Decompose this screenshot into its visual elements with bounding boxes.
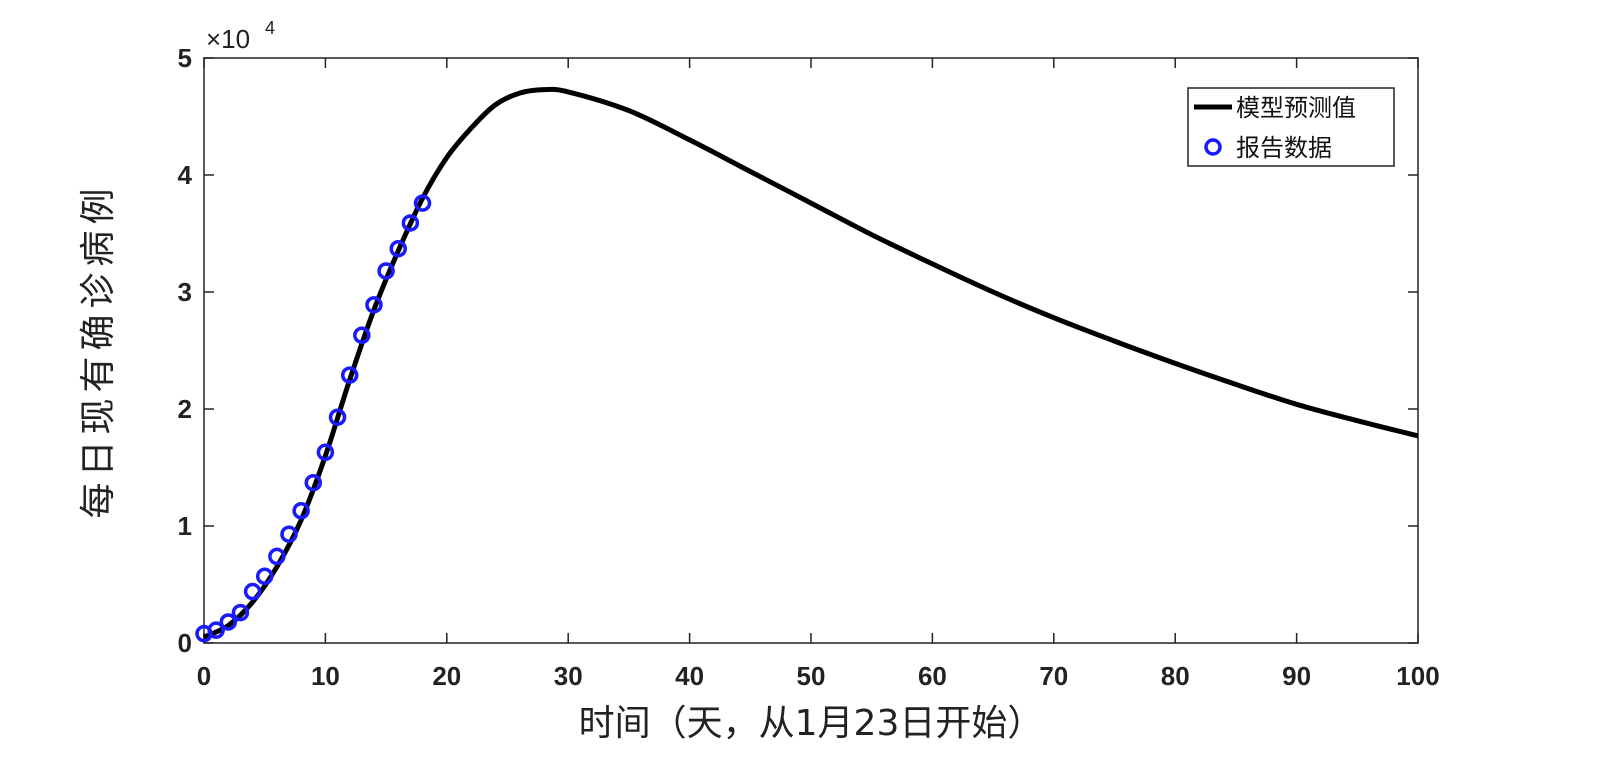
reported-data-point [353, 326, 371, 345]
series-model-line [202, 86, 1419, 640]
reported-data-point [413, 194, 432, 212]
x-tick-label: 20 [432, 661, 461, 691]
y-exponent-base: ×10 [206, 24, 250, 54]
y-tick-label: 1 [178, 511, 192, 541]
reported-data-point [304, 473, 323, 492]
x-tick-label: 0 [197, 661, 211, 691]
y-tick-label: 0 [178, 628, 192, 658]
legend-box [1187, 87, 1395, 167]
x-tick-label: 70 [1039, 661, 1068, 691]
reported-data-point [328, 408, 347, 426]
x-tick-label: 50 [797, 661, 826, 691]
x-tick-label: 30 [554, 661, 583, 691]
legend-label-reported: 报告数据 [1236, 134, 1332, 162]
reported-data-point [365, 296, 383, 314]
reported-data-point [316, 443, 335, 462]
reported-data-point [219, 613, 238, 631]
reported-data-point [268, 547, 286, 566]
reported-data-point [243, 582, 262, 601]
x-tick-label: 80 [1161, 661, 1190, 691]
legend-label-model: 模型预测值 [1236, 94, 1356, 122]
x-tick-label: 10 [311, 661, 340, 691]
axis-ticks: 0 10 20 30 40 50 60 70 80 90 100 0 1 2 3 4 5 [178, 43, 1440, 691]
reported-data-point [401, 214, 420, 232]
legend: 模型预测值 报告数据 [1187, 87, 1395, 167]
reported-data-point [340, 366, 359, 384]
y-exponent-power: 4 [265, 18, 275, 38]
y-tick-label: 2 [178, 394, 192, 424]
data-layer [195, 86, 1419, 643]
y-tick-label: 3 [178, 277, 192, 307]
legend-marker-swatch [1204, 138, 1222, 156]
y-axis-exponent: ×10 4 [206, 18, 275, 54]
x-axis-title: 时间（天，从1月23日开始） [579, 703, 1044, 744]
y-tick-label: 4 [178, 160, 193, 190]
reported-data-point [292, 502, 310, 520]
y-axis-title: 每日现有确诊病例 [78, 182, 119, 518]
reported-data-point [231, 603, 250, 622]
x-tick-label: 60 [918, 661, 947, 691]
y-tick-label: 5 [178, 43, 192, 73]
reported-data-point [377, 262, 395, 280]
x-tick-label: 100 [1396, 661, 1439, 691]
x-tick-label: 90 [1282, 661, 1311, 691]
reported-data-point [280, 525, 298, 543]
reported-data-point [255, 567, 274, 586]
x-tick-label: 40 [675, 661, 704, 691]
reported-data-point [207, 621, 225, 639]
reported-data-point [389, 239, 407, 258]
